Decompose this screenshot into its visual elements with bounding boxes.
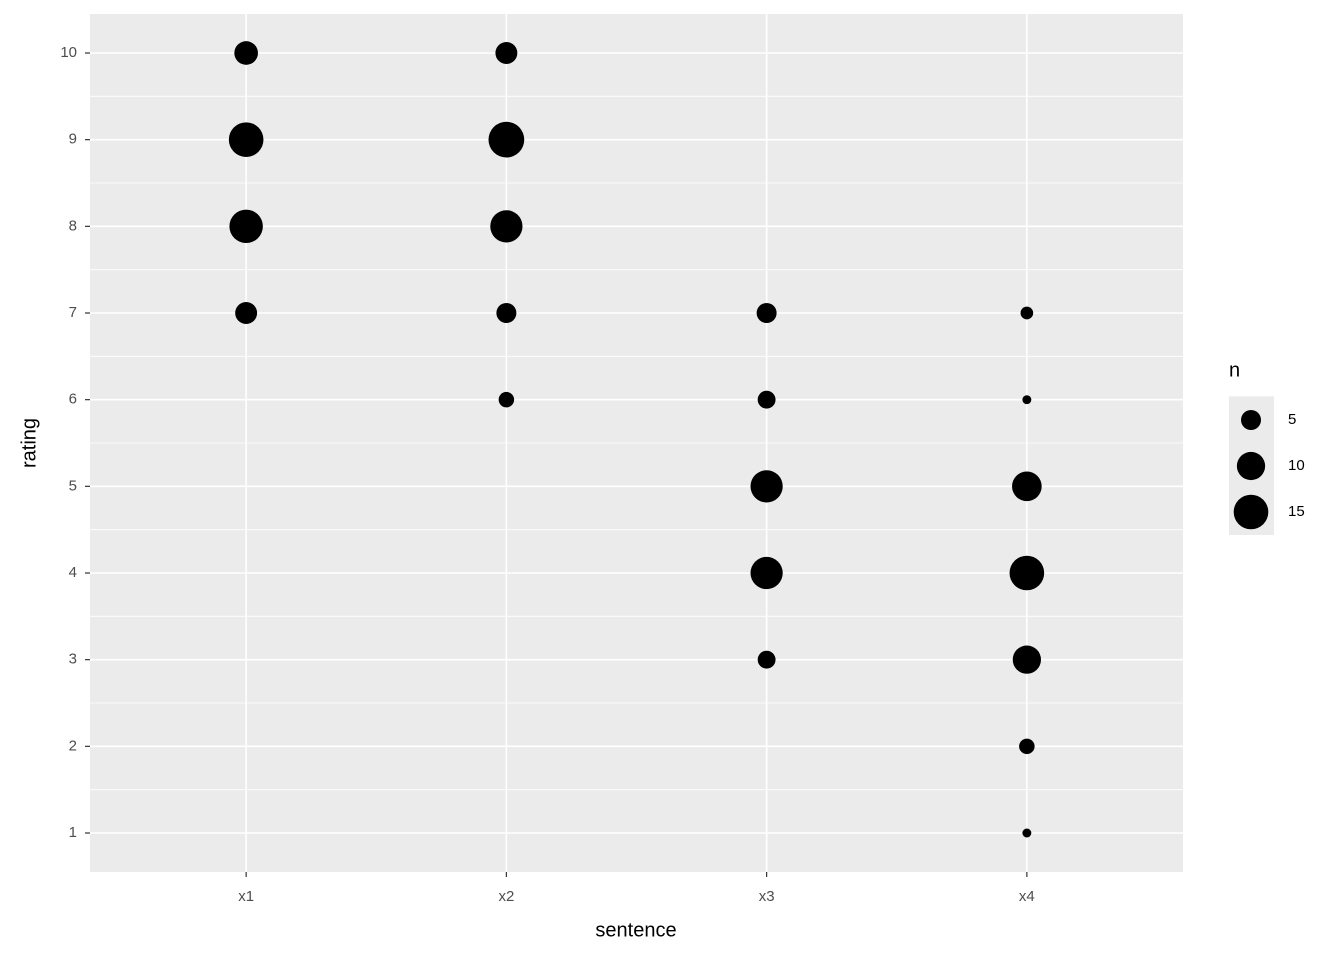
x-tick-label: x1	[238, 888, 254, 905]
point	[756, 303, 777, 323]
legend-label: 10	[1288, 457, 1305, 474]
point	[234, 41, 258, 65]
point	[1012, 471, 1042, 502]
x-tick-label: x3	[759, 888, 775, 905]
point	[498, 391, 515, 408]
legend-symbol	[1233, 494, 1269, 530]
y-tick-label: 2	[69, 737, 77, 754]
point	[1019, 738, 1035, 755]
y-tick-label: 5	[69, 477, 77, 494]
legend-symbol	[1241, 410, 1261, 430]
point	[757, 650, 776, 669]
point	[488, 121, 525, 158]
point	[1020, 306, 1034, 320]
y-axis-title: rating	[18, 418, 40, 468]
point	[1022, 828, 1032, 838]
legend-symbol	[1236, 451, 1266, 481]
point	[750, 556, 783, 590]
point	[490, 210, 523, 243]
y-tick-label: 6	[69, 391, 77, 408]
point	[235, 302, 258, 324]
x-tick-label: x4	[1019, 888, 1035, 905]
x-tick-label: x2	[498, 888, 514, 905]
point	[1022, 395, 1032, 405]
y-tick-label: 4	[69, 564, 77, 581]
point	[750, 470, 783, 503]
point	[1009, 555, 1045, 591]
legend-label: 5	[1288, 411, 1296, 428]
point	[496, 303, 517, 323]
y-tick-label: 9	[69, 131, 77, 148]
legend-label: 15	[1288, 503, 1305, 520]
legend-title: n	[1229, 359, 1240, 381]
y-tick-label: 3	[69, 651, 77, 668]
y-tick-label: 10	[60, 44, 77, 61]
x-axis-title: sentence	[595, 919, 676, 941]
point	[757, 390, 776, 409]
point	[495, 42, 518, 64]
y-tick-label: 7	[69, 304, 77, 321]
y-tick-label: 8	[69, 217, 77, 234]
point	[229, 209, 263, 244]
point	[228, 122, 264, 157]
point	[1012, 645, 1041, 674]
y-tick-label: 1	[69, 824, 77, 841]
